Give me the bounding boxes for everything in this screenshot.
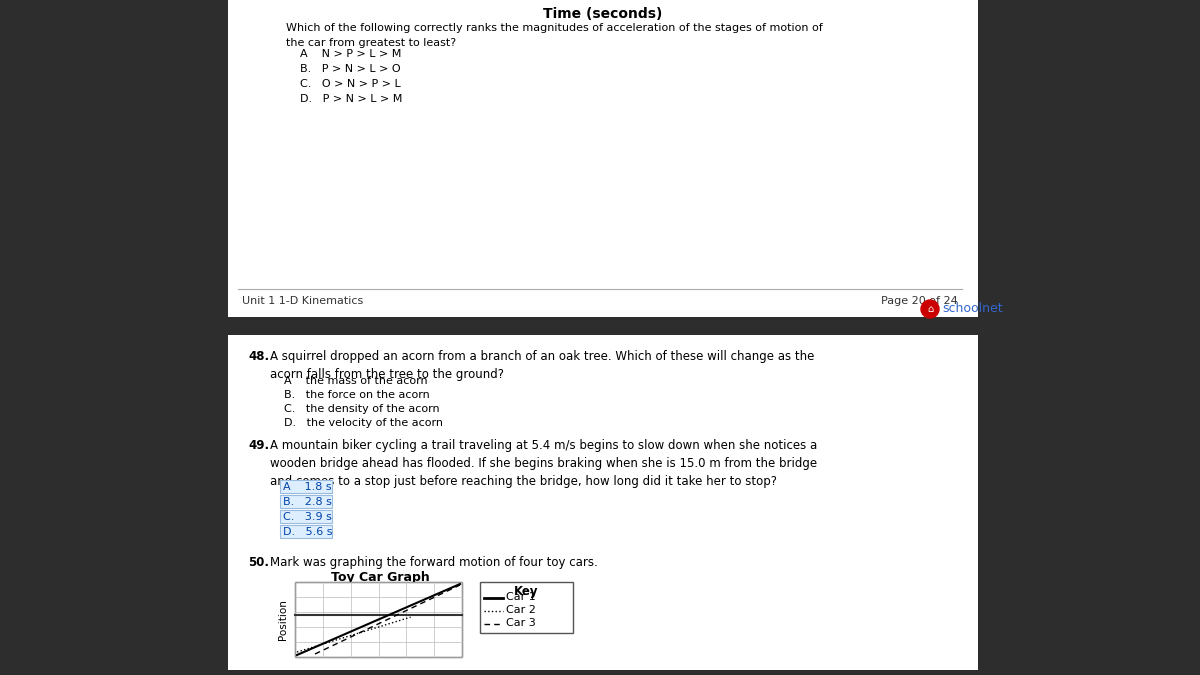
Text: Time (seconds): Time (seconds) [544,7,662,21]
Text: B.   the force on the acorn: B. the force on the acorn [284,390,430,400]
Text: Which of the following correctly ranks the magnitudes of acceleration of the sta: Which of the following correctly ranks t… [286,23,823,48]
Text: 50.: 50. [248,556,269,569]
FancyBboxPatch shape [480,582,574,633]
Text: 49.: 49. [248,439,269,452]
FancyBboxPatch shape [280,525,332,538]
Text: 48.: 48. [248,350,269,363]
Text: A    1.8 s: A 1.8 s [283,482,331,492]
Text: ⌂: ⌂ [926,304,934,313]
Text: C.   3.9 s: C. 3.9 s [283,512,332,522]
FancyBboxPatch shape [228,335,978,670]
Text: B.   P > N > L > O: B. P > N > L > O [300,64,401,74]
FancyBboxPatch shape [228,0,978,317]
FancyBboxPatch shape [295,582,462,657]
Text: A mountain biker cycling a trail traveling at 5.4 m/s begins to slow down when s: A mountain biker cycling a trail traveli… [270,439,817,488]
Circle shape [922,300,940,318]
Text: Position: Position [278,599,288,640]
Text: A squirrel dropped an acorn from a branch of an oak tree. Which of these will ch: A squirrel dropped an acorn from a branc… [270,350,815,381]
FancyBboxPatch shape [280,495,332,508]
Text: Page 20 of 24: Page 20 of 24 [881,296,958,306]
Text: D.   P > N > L > M: D. P > N > L > M [300,94,402,104]
Text: Unit 1 1-D Kinematics: Unit 1 1-D Kinematics [242,296,364,306]
FancyBboxPatch shape [280,510,332,523]
Text: A    N > P > L > M: A N > P > L > M [300,49,401,59]
Text: Car 2: Car 2 [506,605,536,615]
Text: C.   the density of the acorn: C. the density of the acorn [284,404,439,414]
Text: Toy Car Graph: Toy Car Graph [331,571,430,584]
Text: D.   the velocity of the acorn: D. the velocity of the acorn [284,418,443,428]
FancyBboxPatch shape [280,480,332,493]
Text: schoolnet: schoolnet [942,302,1003,315]
Text: D.   5.6 s: D. 5.6 s [283,527,332,537]
Text: Mark was graphing the forward motion of four toy cars.: Mark was graphing the forward motion of … [270,556,598,569]
Text: B.   2.8 s: B. 2.8 s [283,497,332,507]
Text: Car 3: Car 3 [506,618,535,628]
Text: Key: Key [515,585,539,598]
Text: C.   O > N > P > L: C. O > N > P > L [300,79,401,89]
Text: A    the mass of the acorn: A the mass of the acorn [284,376,427,386]
Text: Car 1: Car 1 [506,592,535,602]
